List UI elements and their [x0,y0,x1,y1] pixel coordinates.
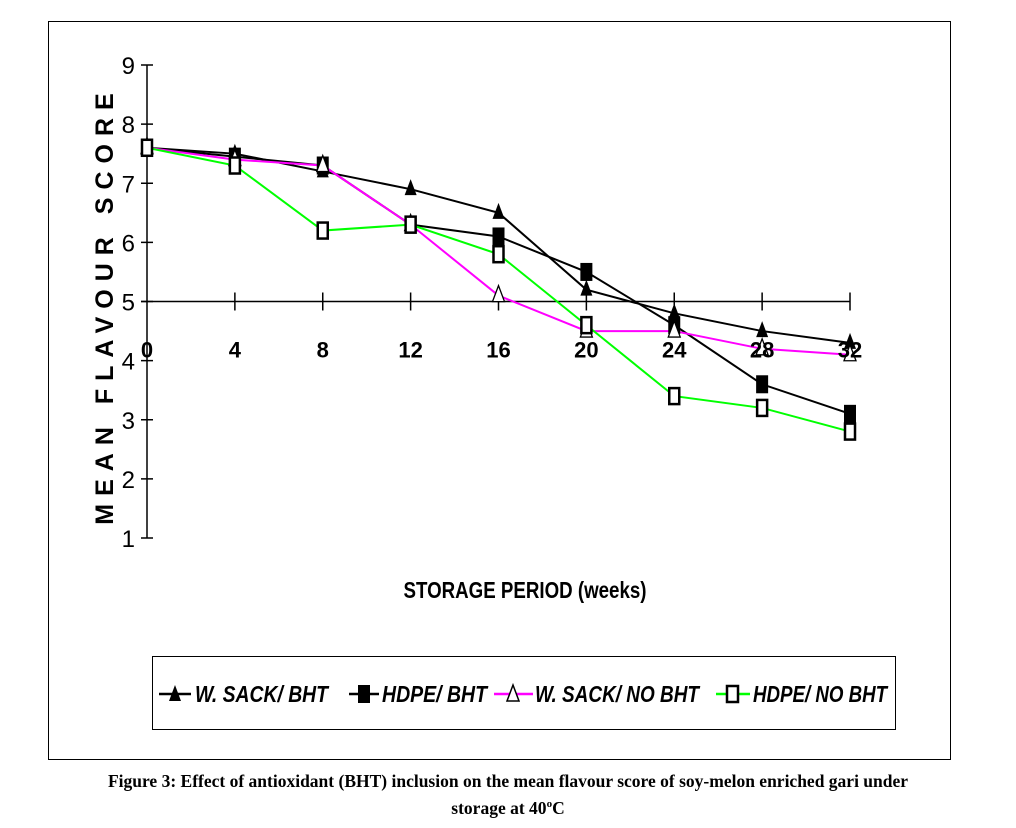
data-point-square-filled [756,375,769,394]
y-axis-title: MEAN FLAVOUR SCORE [91,85,119,524]
caption-line-2: storage at 40oC [0,793,1016,820]
x-tick-label: 28 [750,338,774,363]
data-point-triangle-hollow [843,342,857,362]
legend-items: W. SACK/ BHT HDPE/ BHT W. SACK/ NO BHT H… [159,681,889,707]
data-point-triangle-hollow [755,336,770,356]
legend-item-hdpe-no-bht: HDPE/ NO BHT [716,681,889,707]
filled-square-icon [358,685,370,703]
data-point-square-hollow [404,215,417,234]
filled-triangle-icon [169,685,181,701]
y-tick-label: 5 [122,290,135,317]
data-point-triangle-filled [844,332,856,349]
y-tick-label: 6 [122,230,135,257]
x-tick-label: 24 [662,338,687,363]
legend-label: HDPE/ BHT [382,681,489,707]
data-point-square-hollow [140,138,154,158]
data-point-triangle-hollow [667,319,682,338]
data-point-square-hollow [228,156,242,175]
data-point-square-hollow [492,244,505,264]
degree-sign: o [546,798,553,810]
x-tick-label: 32 [838,338,862,363]
data-point-triangle-filled [492,202,505,219]
legend-item-w-sack-bht: W. SACK/ BHT [159,681,330,707]
data-point-square-hollow [668,386,681,406]
y-tick-label: 9 [122,53,135,80]
x-tick-labels: 0 4 8 12 16 20 24 28 32 [141,338,862,363]
data-point-square-hollow [316,221,329,240]
caption-line-2-prefix: storage at 40 [451,797,547,818]
data-point-square-hollow [580,315,593,335]
data-point-triangle-filled [668,303,681,320]
legend-item-hdpe-bht: HDPE/ BHT [349,681,489,707]
y-tick-label: 8 [122,112,135,139]
hollow-square-icon [725,684,740,704]
y-tick-label: 7 [122,171,135,198]
data-point-triangle-filled [580,279,593,296]
chart-frame [48,21,951,760]
y-tick-label: 1 [122,526,135,553]
data-point-square-hollow [755,398,769,418]
x-tick-label: 20 [574,338,598,363]
legend: W. SACK/ BHT HDPE/ BHT W. SACK/ NO BHT H… [152,656,896,730]
series-line-1 [146,146,851,415]
x-tick-label: 16 [486,338,510,363]
figure-caption: Figure 3: Effect of antioxidant (BHT) in… [0,770,1016,820]
series-markers [140,135,857,441]
x-tick-label: 8 [317,338,329,363]
data-point-square-filled [492,227,505,246]
y-tick-label: 3 [122,408,135,435]
data-point-triangle-hollow [491,283,506,303]
legend-label: W. SACK/ BHT [195,681,330,707]
data-point-triangle-filled [756,321,769,338]
data-point-square-hollow [843,422,857,441]
x-tick-label: 12 [398,338,422,363]
hollow-triangle-icon [505,682,521,702]
data-point-triangle-hollow [315,153,330,173]
x-tick-label: 0 [141,338,153,363]
caption-line-1: Figure 3: Effect of antioxidant (BHT) in… [107,771,909,791]
legend-label: W. SACK/ NO BHT [535,681,701,707]
y-tick-label: 2 [122,467,135,494]
legend-label: HDPE/ NO BHT [753,681,889,707]
x-tick-label: 4 [229,338,242,363]
data-point-square-filled [580,262,593,281]
y-tick-label: 4 [122,349,135,376]
data-point-triangle-filled [404,179,417,196]
data-point-square-filled [844,404,856,423]
x-axis-title: STORAGE PERIOD (weeks) [404,577,647,603]
caption-line-2-suffix: C [552,797,565,818]
legend-item-w-sack-no-bht: W. SACK/ NO BHT [494,681,701,707]
